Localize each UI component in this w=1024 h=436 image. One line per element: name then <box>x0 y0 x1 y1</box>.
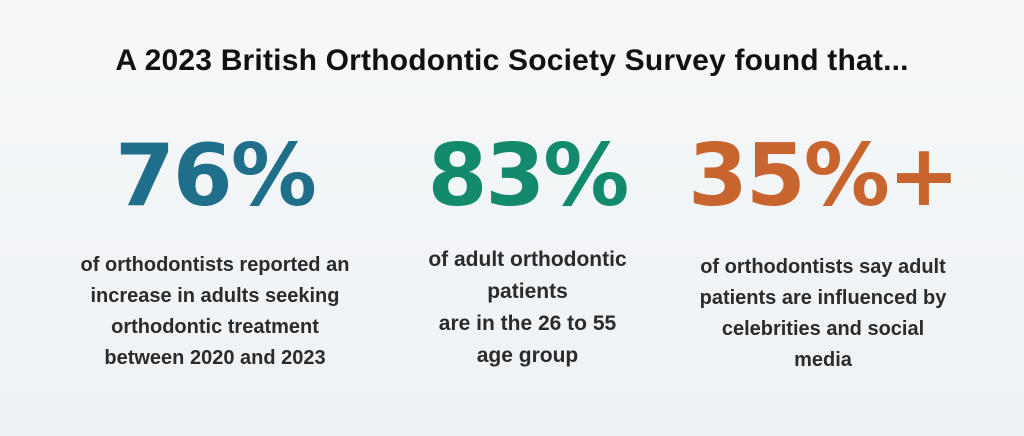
stat-description-line: patients <box>487 280 568 303</box>
stat-description: of orthodontists reported an increase in… <box>50 250 380 374</box>
stat-description-line: are in the 26 to 55 <box>438 312 617 335</box>
stat-card-76: 76% of orthodontists reported an increas… <box>50 130 380 374</box>
stat-description-line: of orthodontists reported an <box>80 254 350 276</box>
stat-description-line: patients are influenced by <box>699 287 947 309</box>
stat-card-83: 83% of adult orthodontic patients are in… <box>385 130 670 372</box>
stat-value: 83% <box>427 126 630 226</box>
stat-card-35-plus: 35%+ of orthodontists say adult patients… <box>668 130 978 376</box>
stat-description: of orthodontists say adult patients are … <box>668 252 978 376</box>
stat-value: 76% <box>115 126 317 226</box>
stat-description-line: orthodontic treatment <box>111 316 319 338</box>
stat-description-line: age group <box>476 344 579 367</box>
stat-value: 35%+ <box>688 126 960 226</box>
stat-description-line: celebrities and social <box>721 318 925 340</box>
stat-description: of adult orthodontic patients are in the… <box>385 244 670 372</box>
stat-description-line: between 2020 and 2023 <box>104 347 326 369</box>
stat-description-line: of adult orthodontic <box>428 248 627 271</box>
stat-description-line: media <box>794 349 852 371</box>
headline: A 2023 British Orthodontic Society Surve… <box>115 44 909 77</box>
stat-description-line: of orthodontists say adult <box>700 256 946 278</box>
stat-description-line: increase in adults seeking <box>90 285 340 307</box>
